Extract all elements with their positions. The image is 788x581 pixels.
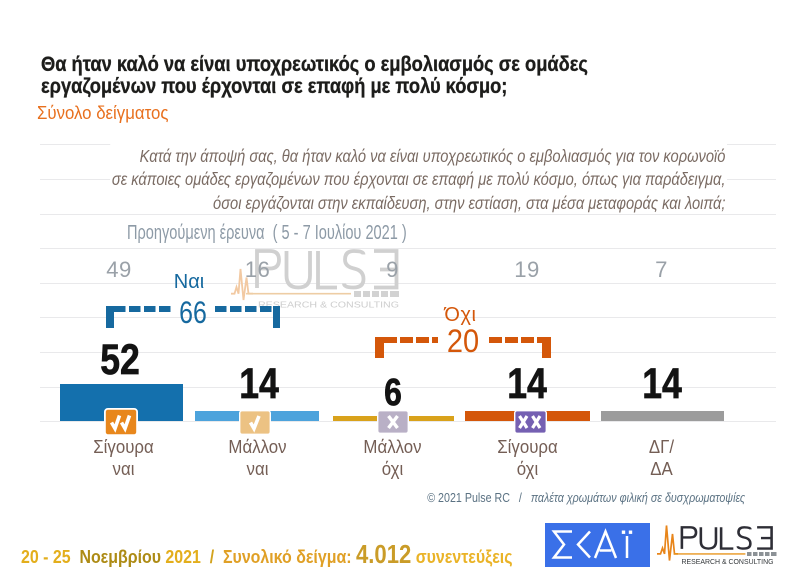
svg-text:RESEARCH & CONSULTING: RESEARCH & CONSULTING	[258, 301, 399, 310]
svg-text:RESEARCH & CONSULTING: RESEARCH & CONSULTING	[682, 557, 774, 566]
